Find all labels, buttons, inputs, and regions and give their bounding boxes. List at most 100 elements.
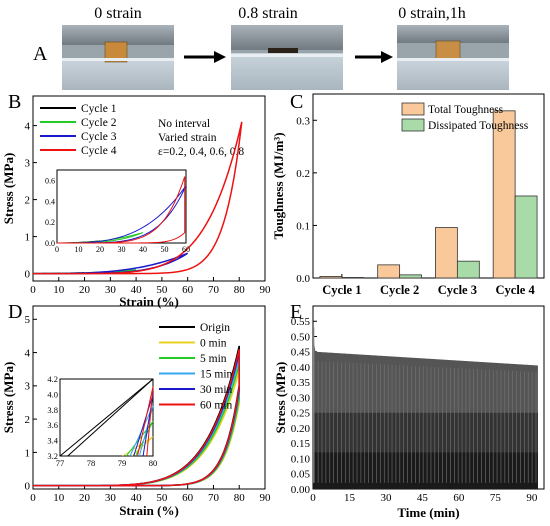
legend-label-origin: Origin <box>200 322 230 334</box>
y-tick-label: 0.40 <box>291 362 311 374</box>
panel-letter-d: D <box>8 301 22 323</box>
inset-loading-30-min <box>133 394 154 457</box>
loop-60-min <box>33 349 240 487</box>
annotation-line-3: ε=0.2, 0.4, 0.6, 0.8 <box>158 146 244 158</box>
legend-label-dissipated-toughness: Dissipated Toughness <box>428 120 529 132</box>
x-tick-label: Cycle 2 <box>380 283 419 297</box>
legend-label-0-min: 0 min <box>200 338 227 350</box>
inset-y-tick-label: 0.4 <box>45 197 55 206</box>
inset-x-tick-label: 77 <box>56 458 65 468</box>
inset-x-tick-label: 60 <box>182 245 190 254</box>
inset-x-tick-label: 10 <box>75 245 83 254</box>
y-axis-label: Stress (MPa) <box>273 362 288 434</box>
caption-0-strain-1h: 0 strain,1h <box>398 5 466 22</box>
y-axis-label: Stress (MPa) <box>1 362 16 434</box>
panel-letter-b: B <box>8 91 21 113</box>
inset-x-tick-label: 80 <box>149 458 158 468</box>
y-tick-label: 0.00 <box>291 484 311 496</box>
panel-letter-e: E <box>290 301 302 323</box>
inset-y-tick-label: 0.6 <box>45 176 55 185</box>
x-tick-label: 90 <box>260 284 272 296</box>
photo-0-strain-1h <box>397 25 509 90</box>
x-tick-label: Cycle 1 <box>322 283 361 297</box>
bar-dissipated-toughness-cycle-1 <box>341 277 365 279</box>
plot-frame <box>32 95 266 282</box>
arrow-right-icon <box>355 51 393 63</box>
x-tick-label: 10 <box>53 284 65 296</box>
inset-y-tick-label: 4.0 <box>47 389 58 399</box>
y-tick-label: 4 <box>25 120 31 132</box>
x-tick-label: 90 <box>526 492 538 504</box>
bar-dissipated-toughness-cycle-4 <box>514 195 538 279</box>
inset-x-tick-label: 78 <box>87 458 96 468</box>
x-tick-label: 70 <box>208 492 220 504</box>
panel-a: A 0 strain 0.8 strain 0 strain,1h <box>33 5 509 90</box>
x-tick-label: 30 <box>105 284 117 296</box>
x-tick-label: 20 <box>79 492 91 504</box>
inset-x-tick-label: 0 <box>55 245 59 254</box>
bar-dissipated-toughness-cycle-2 <box>399 274 422 279</box>
x-tick-label: 40 <box>131 492 143 504</box>
legend-label-30-min: 30 min <box>200 384 233 396</box>
legend-label-60-min: 60 min <box>200 400 233 412</box>
x-tick-label: 80 <box>234 284 246 296</box>
x-tick-label: 60 <box>453 492 465 504</box>
legend-label-total-toughness: Total Toughness <box>428 104 504 116</box>
y-tick-label: 5 <box>25 314 31 326</box>
inset-loop-cycle-4 <box>57 176 186 244</box>
x-tick-label: 30 <box>380 492 392 504</box>
photo-0-strain <box>62 25 174 90</box>
chart-e: 0 15 30 45 60 75 90 0.00 0.05 0.10 0.15 0.20 0.25 0.3… <box>273 305 545 520</box>
loop-cycle-4 <box>33 121 243 275</box>
inset-x-tick-label: 50 <box>161 245 169 254</box>
panel-letter-a: A <box>33 43 48 65</box>
inset-x-tick-label: 30 <box>118 245 126 254</box>
x-axis-label: Time (min) <box>397 505 459 520</box>
bar-total-toughness-cycle-2 <box>377 264 401 279</box>
bar-dissipated-toughness-cycle-3 <box>456 260 480 279</box>
x-tick-label: 0 <box>30 284 36 296</box>
annotation-line-1: No interval <box>158 118 210 130</box>
y-tick-label: 0.50 <box>291 331 311 343</box>
inset-unloading-origin <box>67 378 154 457</box>
y-tick-label: 0.10 <box>291 453 311 465</box>
inset-y-tick-label: 4.2 <box>47 374 58 384</box>
inset-frame <box>59 378 154 457</box>
photo-08-strain <box>231 25 343 90</box>
y-tick-label: 2 <box>25 194 31 206</box>
y-tick-label: 4 <box>25 347 31 359</box>
chart-d: 0 10 20 30 40 50 60 70 80 90 0 1 2 3 4 5 Strain (%) Stres… <box>1 305 271 518</box>
stress-band-low <box>313 452 538 489</box>
y-tick-label: 0.2 <box>296 168 310 180</box>
chart-b: No interval Varied strain ε=0.2, 0.4, 0.… <box>1 95 272 309</box>
x-tick-label: 75 <box>490 492 502 504</box>
inset-background <box>57 170 186 243</box>
y-tick-label: 0.45 <box>291 347 311 359</box>
x-tick-label: 50 <box>156 284 168 296</box>
inset-y-tick-label: 3.4 <box>47 436 58 446</box>
bar-total-toughness-cycle-4 <box>492 110 516 279</box>
y-tick-label: 0.15 <box>291 438 311 450</box>
caption-0-strain: 0 strain <box>94 5 142 22</box>
legend-label-cycle-3: Cycle 3 <box>81 131 117 143</box>
caption-08-strain: 0.8 strain <box>238 5 298 22</box>
x-tick-label: Cycle 4 <box>496 283 536 297</box>
inset-y-tick-label: 0.2 <box>45 218 55 227</box>
inset-y-tick-label: 0.0 <box>45 239 55 248</box>
y-tick-label: 3 <box>25 381 31 393</box>
x-tick-label: 30 <box>105 492 117 504</box>
y-tick-label: 0.20 <box>291 423 311 435</box>
legend-label-15-min: 15 min <box>200 369 233 381</box>
y-axis-label: Stress (MPa) <box>1 153 16 225</box>
panel-letter-c: C <box>290 91 303 113</box>
y-tick-label: 0.25 <box>291 408 311 420</box>
legend-label-cycle-1: Cycle 1 <box>81 103 117 115</box>
plot-frame <box>32 305 266 490</box>
inset-unloading-60-min <box>146 386 154 457</box>
x-tick-label: 40 <box>131 284 143 296</box>
y-tick-label: 1 <box>25 231 31 243</box>
y-tick-label: 1 <box>25 447 31 459</box>
inset-y-tick-label: 3.6 <box>47 420 58 430</box>
chart-c: 0.0 0.1 0.2 0.3 Toughness (MJ/m³) Cycle 1 Cycl… <box>271 93 545 297</box>
